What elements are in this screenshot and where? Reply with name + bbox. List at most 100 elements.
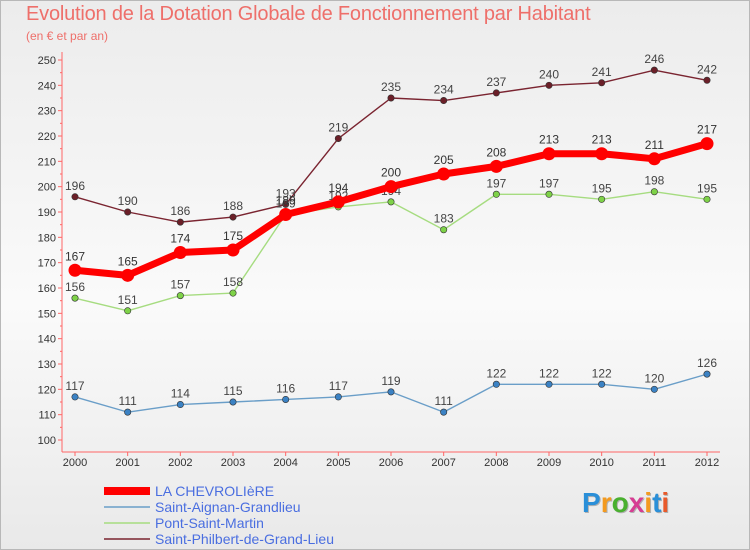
legend-label-pont-saint-martin: Pont-Saint-Martin xyxy=(155,515,264,531)
legend-label-saint-philbert-de-grand-lieu: Saint-Philbert-de-Grand-Lieu xyxy=(155,531,334,547)
data-label-saint-aignan-grandlieu-2007: 111 xyxy=(435,394,454,408)
x-tick-label-2005: 2005 xyxy=(326,457,350,469)
data-label-saint-aignan-grandlieu-2002: 114 xyxy=(171,387,190,401)
x-tick-label-2008: 2008 xyxy=(484,457,508,469)
y-tick-label-190: 190 xyxy=(38,207,56,219)
point-la-chevroli-re-2006 xyxy=(384,180,398,194)
logo-letter: x xyxy=(628,487,645,518)
point-saint-aignan-grandlieu-2007 xyxy=(440,408,448,416)
data-label-saint-aignan-grandlieu-2003: 115 xyxy=(223,384,242,398)
data-label-pont-saint-martin-2003: 158 xyxy=(223,275,243,289)
data-label-saint-philbert-de-grand-lieu-2008: 237 xyxy=(486,75,506,89)
point-saint-philbert-de-grand-lieu-2007 xyxy=(440,97,448,105)
data-label-pont-saint-martin-2009: 197 xyxy=(539,176,559,190)
data-label-la-chevroli-re-2002: 174 xyxy=(170,232,190,246)
point-pont-saint-martin-2007 xyxy=(440,226,448,234)
point-la-chevroli-re-2007 xyxy=(437,167,451,181)
data-label-saint-aignan-grandlieu-2000: 117 xyxy=(65,379,84,393)
point-pont-saint-martin-2010 xyxy=(598,195,606,203)
x-tick-label-2004: 2004 xyxy=(273,457,297,469)
point-saint-aignan-grandlieu-2010 xyxy=(598,380,606,388)
point-saint-aignan-grandlieu-2008 xyxy=(492,380,500,388)
data-label-la-chevroli-re-2008: 208 xyxy=(486,145,506,159)
point-saint-philbert-de-grand-lieu-2003 xyxy=(229,213,237,221)
chart-subtitle: (en € et par an) xyxy=(26,29,109,43)
y-tick-label-120: 120 xyxy=(38,384,56,396)
point-la-chevroli-re-2002 xyxy=(173,246,187,260)
data-label-la-chevroli-re-2004: 189 xyxy=(276,194,296,208)
logo-letter: i xyxy=(644,487,653,518)
point-pont-saint-martin-2008 xyxy=(492,190,500,198)
logo-letter: o xyxy=(611,487,629,518)
point-pont-saint-martin-2006 xyxy=(387,198,395,206)
data-label-pont-saint-martin-2012: 195 xyxy=(697,181,717,195)
data-label-saint-aignan-grandlieu-2011: 120 xyxy=(644,371,664,385)
data-label-saint-philbert-de-grand-lieu-2009: 240 xyxy=(539,67,559,81)
point-saint-philbert-de-grand-lieu-2002 xyxy=(176,218,184,226)
y-tick-label-250: 250 xyxy=(38,55,56,67)
data-label-la-chevroli-re-2000: 167 xyxy=(65,249,85,263)
data-label-saint-philbert-de-grand-lieu-2001: 190 xyxy=(118,194,138,208)
y-tick-label-100: 100 xyxy=(38,435,56,447)
point-saint-philbert-de-grand-lieu-2010 xyxy=(598,79,606,87)
point-saint-philbert-de-grand-lieu-2006 xyxy=(387,94,395,102)
data-label-la-chevroli-re-2005: 194 xyxy=(328,181,348,195)
data-label-saint-aignan-grandlieu-2006: 119 xyxy=(381,374,400,388)
data-label-saint-aignan-grandlieu-2009: 122 xyxy=(539,366,559,380)
y-tick-label-210: 210 xyxy=(38,156,56,168)
data-label-la-chevroli-re-2003: 175 xyxy=(223,229,243,243)
data-label-la-chevroli-re-2012: 217 xyxy=(697,123,717,137)
legend-label-saint-aignan-grandlieu: Saint-Aignan-Grandlieu xyxy=(155,499,301,515)
data-label-saint-philbert-de-grand-lieu-2004: 193 xyxy=(276,186,296,200)
data-label-pont-saint-martin-2004: 189 xyxy=(276,197,296,211)
x-tick-label-2007: 2007 xyxy=(431,457,455,469)
logo-letter: P xyxy=(582,487,601,518)
x-tick-label-2009: 2009 xyxy=(537,457,561,469)
point-saint-aignan-grandlieu-2000 xyxy=(71,393,79,401)
point-saint-aignan-grandlieu-2004 xyxy=(282,395,290,403)
y-tick-label-170: 170 xyxy=(38,258,56,270)
point-saint-philbert-de-grand-lieu-2011 xyxy=(650,66,658,74)
point-la-chevroli-re-2012 xyxy=(700,137,714,151)
data-label-saint-aignan-grandlieu-2010: 122 xyxy=(592,366,612,380)
y-tick-label-230: 230 xyxy=(38,106,56,118)
point-pont-saint-martin-2003 xyxy=(229,289,237,297)
point-pont-saint-martin-2012 xyxy=(703,195,711,203)
point-saint-aignan-grandlieu-2011 xyxy=(650,385,658,393)
point-saint-philbert-de-grand-lieu-2008 xyxy=(492,89,500,97)
point-pont-saint-martin-2001 xyxy=(124,307,132,315)
data-label-saint-aignan-grandlieu-2004: 116 xyxy=(276,381,295,395)
data-label-la-chevroli-re-2011: 211 xyxy=(645,138,664,152)
point-saint-aignan-grandlieu-2005 xyxy=(334,393,342,401)
data-label-saint-aignan-grandlieu-2008: 122 xyxy=(486,366,506,380)
data-label-la-chevroli-re-2009: 213 xyxy=(539,133,559,147)
point-saint-aignan-grandlieu-2002 xyxy=(176,401,184,409)
x-tick-label-2000: 2000 xyxy=(63,457,87,469)
point-la-chevroli-re-2008 xyxy=(489,159,503,173)
data-label-saint-philbert-de-grand-lieu-2002: 186 xyxy=(170,204,190,218)
y-tick-label-130: 130 xyxy=(38,359,56,371)
x-tick-label-2011: 2011 xyxy=(643,457,667,469)
y-tick-label-240: 240 xyxy=(38,80,56,92)
proxiti-logo: Proxiti xyxy=(582,487,669,519)
data-label-pont-saint-martin-2000: 156 xyxy=(65,280,85,294)
data-label-saint-philbert-de-grand-lieu-2005: 219 xyxy=(328,121,348,135)
x-tick-label-2012: 2012 xyxy=(695,457,719,469)
point-la-chevroli-re-2001 xyxy=(121,268,135,282)
point-la-chevroli-re-2003 xyxy=(226,243,240,257)
point-saint-aignan-grandlieu-2006 xyxy=(387,388,395,396)
data-label-pont-saint-martin-2001: 151 xyxy=(118,293,138,307)
x-tick-label-2010: 2010 xyxy=(589,457,613,469)
point-la-chevroli-re-2000 xyxy=(68,263,82,277)
chart-title: Evolution de la Dotation Globale de Fonc… xyxy=(26,3,591,25)
point-la-chevroli-re-2004 xyxy=(279,208,293,222)
logo-letter: r xyxy=(600,487,612,518)
point-pont-saint-martin-2009 xyxy=(545,190,553,198)
point-la-chevroli-re-2010 xyxy=(595,147,609,161)
point-saint-philbert-de-grand-lieu-2000 xyxy=(71,193,79,201)
point-saint-aignan-grandlieu-2012 xyxy=(703,370,711,378)
x-tick-label-2001: 2001 xyxy=(115,457,139,469)
data-label-pont-saint-martin-2002: 157 xyxy=(170,278,190,292)
data-label-saint-philbert-de-grand-lieu-2007: 234 xyxy=(434,83,454,97)
point-pont-saint-martin-2000 xyxy=(71,294,79,302)
